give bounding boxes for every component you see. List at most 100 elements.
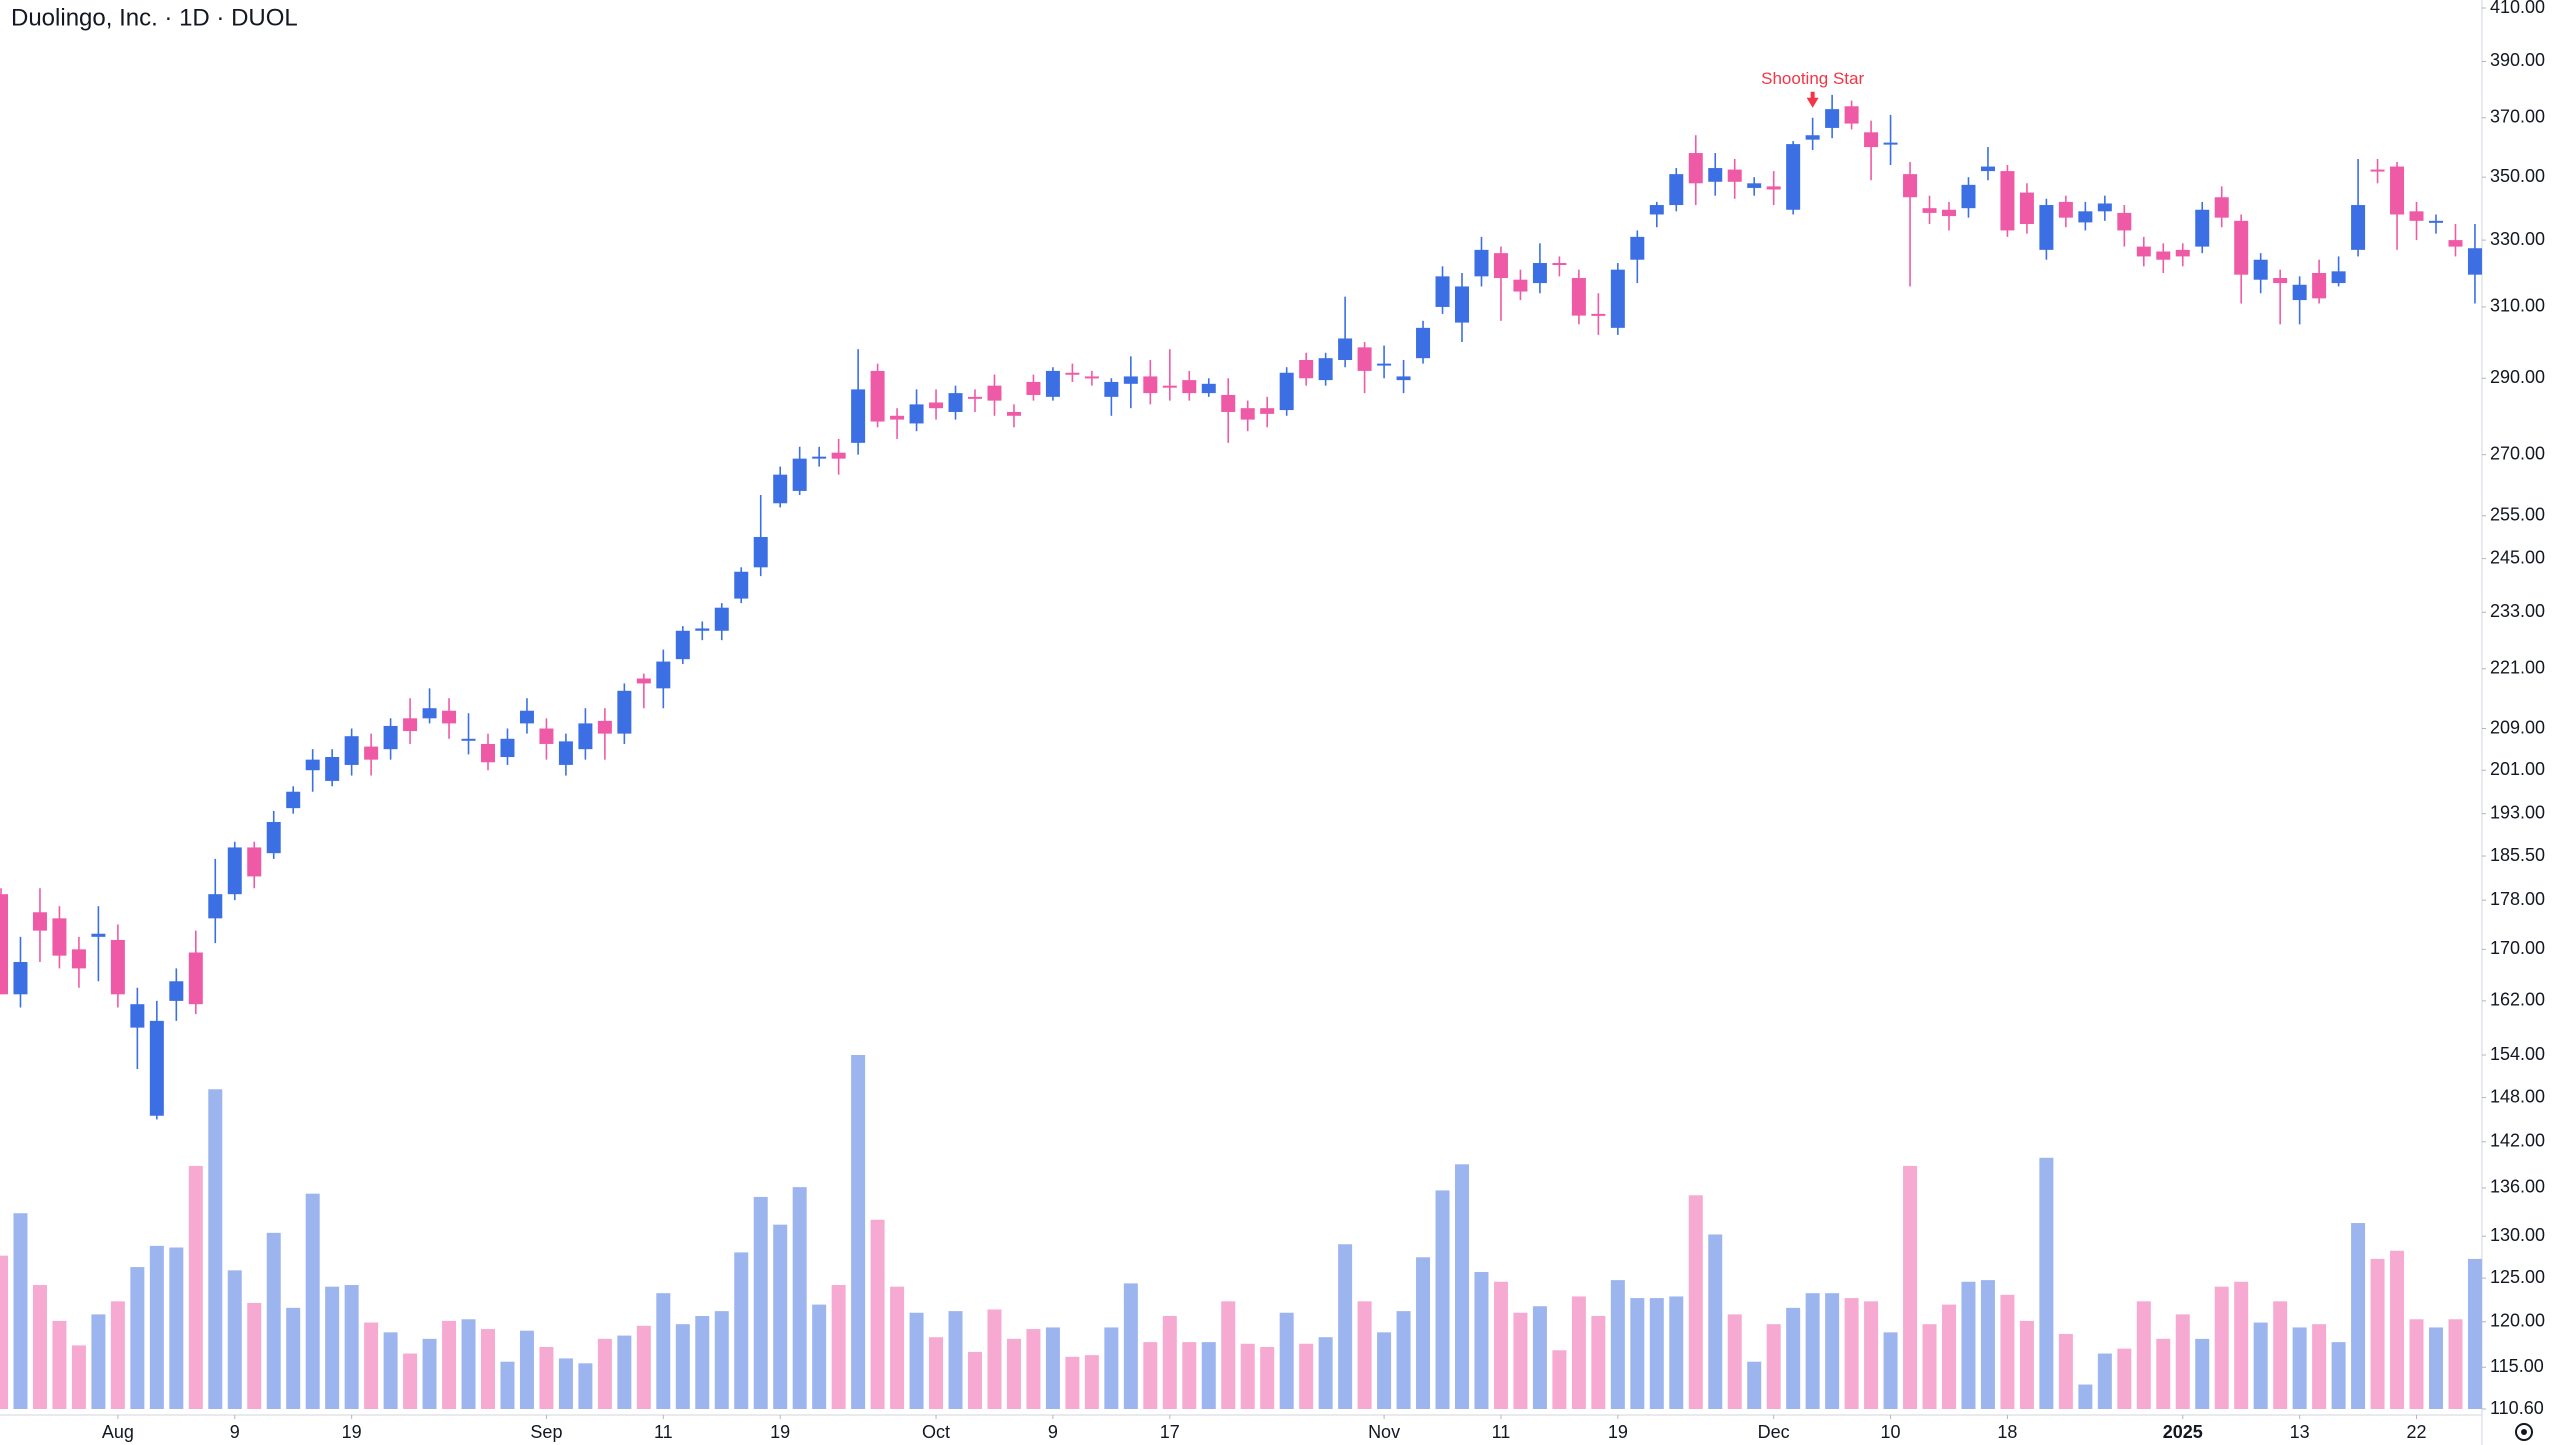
candle-body: [1571, 278, 1586, 316]
candle-body: [578, 723, 593, 750]
candle-body: [2195, 209, 2210, 247]
candle-body: [519, 710, 534, 724]
candle-body: [149, 1020, 164, 1116]
volume-bar: [2058, 1333, 2073, 1409]
volume-bar: [929, 1337, 944, 1409]
candle-body: [1805, 135, 1820, 140]
candle-body: [188, 952, 203, 1005]
volume-bar: [208, 1089, 223, 1409]
candle-body: [2467, 248, 2482, 275]
candle-body: [753, 536, 768, 568]
candle-body: [344, 736, 359, 765]
volume-bar: [1104, 1327, 1119, 1409]
candle-body: [2390, 166, 2405, 215]
x-tick-label: 17: [1160, 1422, 1180, 1442]
annotation-label: Shooting Star: [1761, 69, 1864, 88]
candle-body: [1162, 385, 1177, 388]
candle-body: [325, 757, 340, 781]
candle-body: [1552, 263, 1567, 266]
volume-bar: [948, 1311, 963, 1409]
volume-bar: [188, 1165, 203, 1409]
volume-bar: [675, 1324, 690, 1409]
volume-bar: [52, 1320, 67, 1409]
settings-icon[interactable]: [2515, 1423, 2533, 1441]
candle-body: [442, 710, 457, 724]
y-tick-label: 154.00: [2490, 1044, 2545, 1064]
volume-bar: [2429, 1327, 2443, 1409]
candle-body: [695, 628, 710, 631]
candle-body: [1318, 358, 1333, 381]
volume-bar: [286, 1307, 301, 1409]
candle-body: [1513, 279, 1528, 292]
volume-bar: [2331, 1342, 2346, 1409]
candle-body: [2312, 273, 2327, 299]
volume-bar: [2000, 1294, 2015, 1409]
candle-body: [1396, 376, 1411, 381]
y-tick-label: 178.00: [2490, 889, 2545, 909]
volume-bar: [1883, 1332, 1898, 1409]
volume-bar: [500, 1361, 515, 1409]
settings-center[interactable]: [2521, 1429, 2527, 1435]
chart-title: Duolingo, Inc. · 1D · DUOL: [11, 4, 298, 31]
candle-body: [2234, 220, 2249, 275]
candle-body: [636, 678, 651, 684]
volume-bar: [1844, 1298, 1859, 1409]
volume-bar: [1396, 1311, 1411, 1409]
candle-body: [1961, 184, 1976, 209]
candle-body: [110, 939, 125, 995]
volume-bar: [1864, 1301, 1879, 1409]
volume-bar: [364, 1322, 379, 1409]
y-tick-label: 221.00: [2490, 658, 2545, 678]
candle-body: [1844, 106, 1859, 124]
candle-body: [617, 690, 632, 734]
volume-bar: [1065, 1356, 1080, 1409]
candle-body: [1338, 338, 1353, 360]
volume-bar: [1630, 1298, 1645, 1409]
y-tick-label: 148.00: [2490, 1086, 2545, 1106]
volume-bar: [1786, 1307, 1801, 1409]
volume-bar: [753, 1196, 768, 1409]
settings-gear[interactable]: [2515, 1423, 2533, 1441]
volume-bar: [1474, 1271, 1489, 1409]
candle-body: [1104, 381, 1119, 397]
volume-bar: [1513, 1312, 1528, 1409]
candle-body: [1942, 209, 1956, 217]
volume-bar: [1435, 1190, 1450, 1409]
candle-body: [1182, 380, 1197, 394]
candle-body: [714, 607, 729, 631]
volume-bar: [2214, 1286, 2229, 1409]
volume-bar: [1649, 1298, 1664, 1409]
y-tick-label: 170.00: [2490, 938, 2545, 958]
candle-body: [227, 847, 242, 895]
candle-body: [1416, 327, 1431, 359]
volume-bar: [2097, 1353, 2112, 1409]
volume-bar: [890, 1286, 905, 1409]
y-tick-label: 125.00: [2490, 1267, 2545, 1287]
candle-body: [1377, 363, 1392, 366]
candle-body: [1221, 394, 1236, 412]
volume-bar: [1766, 1324, 1781, 1409]
candle-body: [539, 728, 554, 744]
volume-bar: [1922, 1324, 1937, 1409]
volume-bar: [1610, 1280, 1625, 1409]
y-tick-label: 310.00: [2490, 296, 2545, 316]
y-tick-label: 270.00: [2490, 443, 2545, 463]
volume-bar: [792, 1187, 807, 1409]
candle-body: [52, 918, 67, 956]
candle-body: [247, 847, 262, 877]
candle-body: [2000, 171, 2015, 231]
candle-body: [500, 738, 515, 758]
volume-bar: [2019, 1320, 2034, 1409]
volume-bar: [2467, 1258, 2482, 1409]
candle-body: [364, 746, 379, 760]
candle-body: [1708, 168, 1723, 182]
volume-bar: [1357, 1301, 1372, 1409]
volume-bar: [519, 1330, 534, 1409]
candle-body: [812, 456, 827, 459]
volume-bar: [1493, 1281, 1508, 1409]
candle-body: [968, 396, 982, 399]
candle-body: [13, 961, 28, 995]
candle-body: [1260, 408, 1275, 414]
volume-bar: [1455, 1164, 1469, 1409]
